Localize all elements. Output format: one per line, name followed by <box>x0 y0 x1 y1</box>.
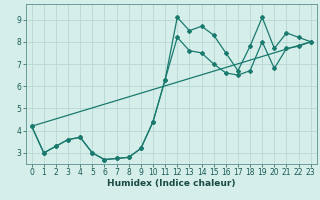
X-axis label: Humidex (Indice chaleur): Humidex (Indice chaleur) <box>107 179 236 188</box>
